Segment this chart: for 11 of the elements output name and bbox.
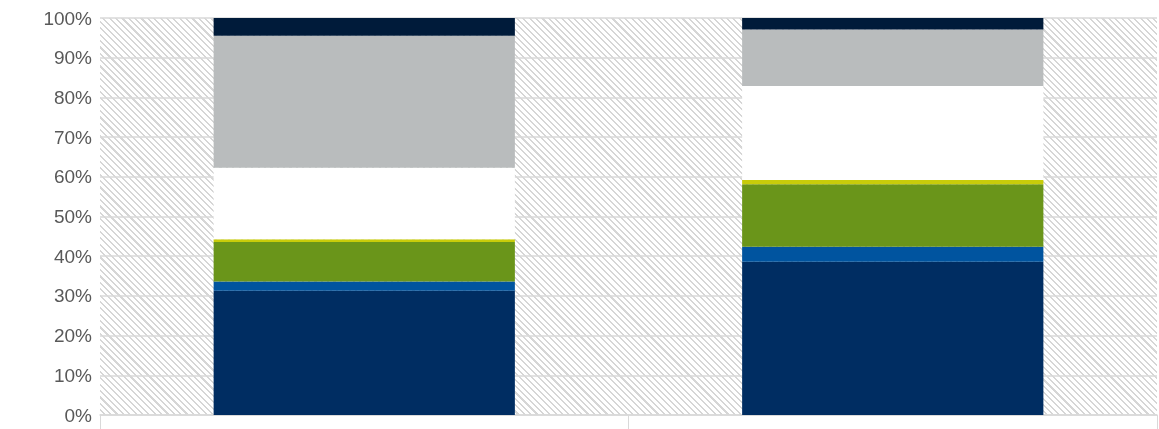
y-tick-label: 70% (53, 126, 93, 148)
y-tick-label: 60% (53, 166, 93, 188)
y-tick-label: 30% (53, 285, 93, 307)
y-tick-label: 0% (64, 404, 93, 426)
y-tick-label: 40% (53, 245, 93, 267)
y-tick-label: 90% (53, 47, 93, 69)
y-tick-label: 100% (43, 7, 93, 29)
y-tick-label: 20% (53, 325, 93, 347)
y-tick-label: 80% (53, 86, 93, 108)
y-tick-label: 50% (53, 206, 93, 227)
y-tick-label: 10% (53, 364, 93, 386)
